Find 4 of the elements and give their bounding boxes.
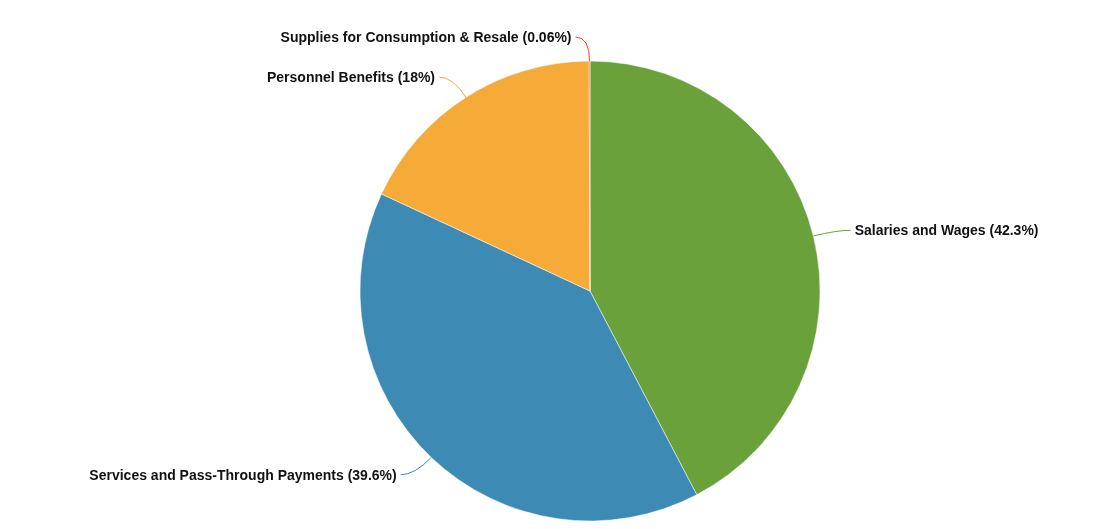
slice-label: Salaries and Wages (42.3%): [854, 222, 1039, 239]
slice-label: Personnel Benefits (18%): [266, 68, 436, 85]
slice-label: Services and Pass-Through Payments (39.6%): [89, 466, 397, 483]
slice-label: Supplies for Consumption & Resale (0.06%): [280, 28, 572, 45]
